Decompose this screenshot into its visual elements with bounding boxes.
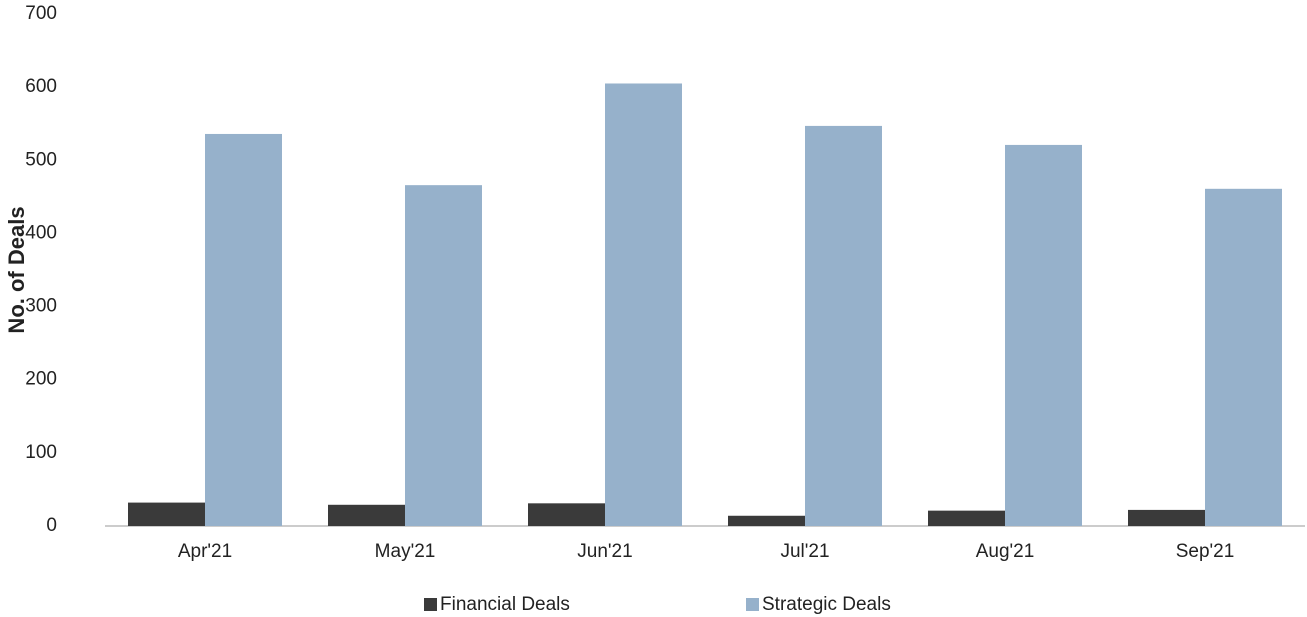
bar [928,510,1005,526]
bar [405,185,482,526]
bar [605,83,682,526]
y-tick-label: 0 [46,515,57,536]
bar [128,502,205,526]
x-tick-label: Sep'21 [1176,541,1235,562]
legend-swatch [746,598,759,611]
x-tick-label: Jun'21 [577,541,632,562]
x-tick-label: Apr'21 [178,541,232,562]
y-tick-label: 700 [25,3,57,24]
y-tick-label: 200 [25,369,57,390]
bar [805,125,882,526]
legend-label: Strategic Deals [762,594,891,615]
bar [1205,188,1282,526]
x-tick-label: May'21 [375,541,436,562]
y-tick-label: 400 [25,222,57,243]
x-tick-label: Aug'21 [976,541,1035,562]
y-tick-label: 500 [25,149,57,170]
y-tick-label: 600 [25,76,57,97]
bar [1005,144,1082,526]
bar [205,133,282,526]
y-tick-label: 100 [25,442,57,463]
y-tick-label: 300 [25,296,57,317]
bar [728,515,805,526]
legend-swatch [424,598,437,611]
bar [328,504,405,526]
bar [528,503,605,526]
y-axis-title: No. of Deals [4,206,29,333]
bar [1128,509,1205,526]
x-tick-label: Jul'21 [780,541,829,562]
legend-label: Financial Deals [440,594,570,615]
